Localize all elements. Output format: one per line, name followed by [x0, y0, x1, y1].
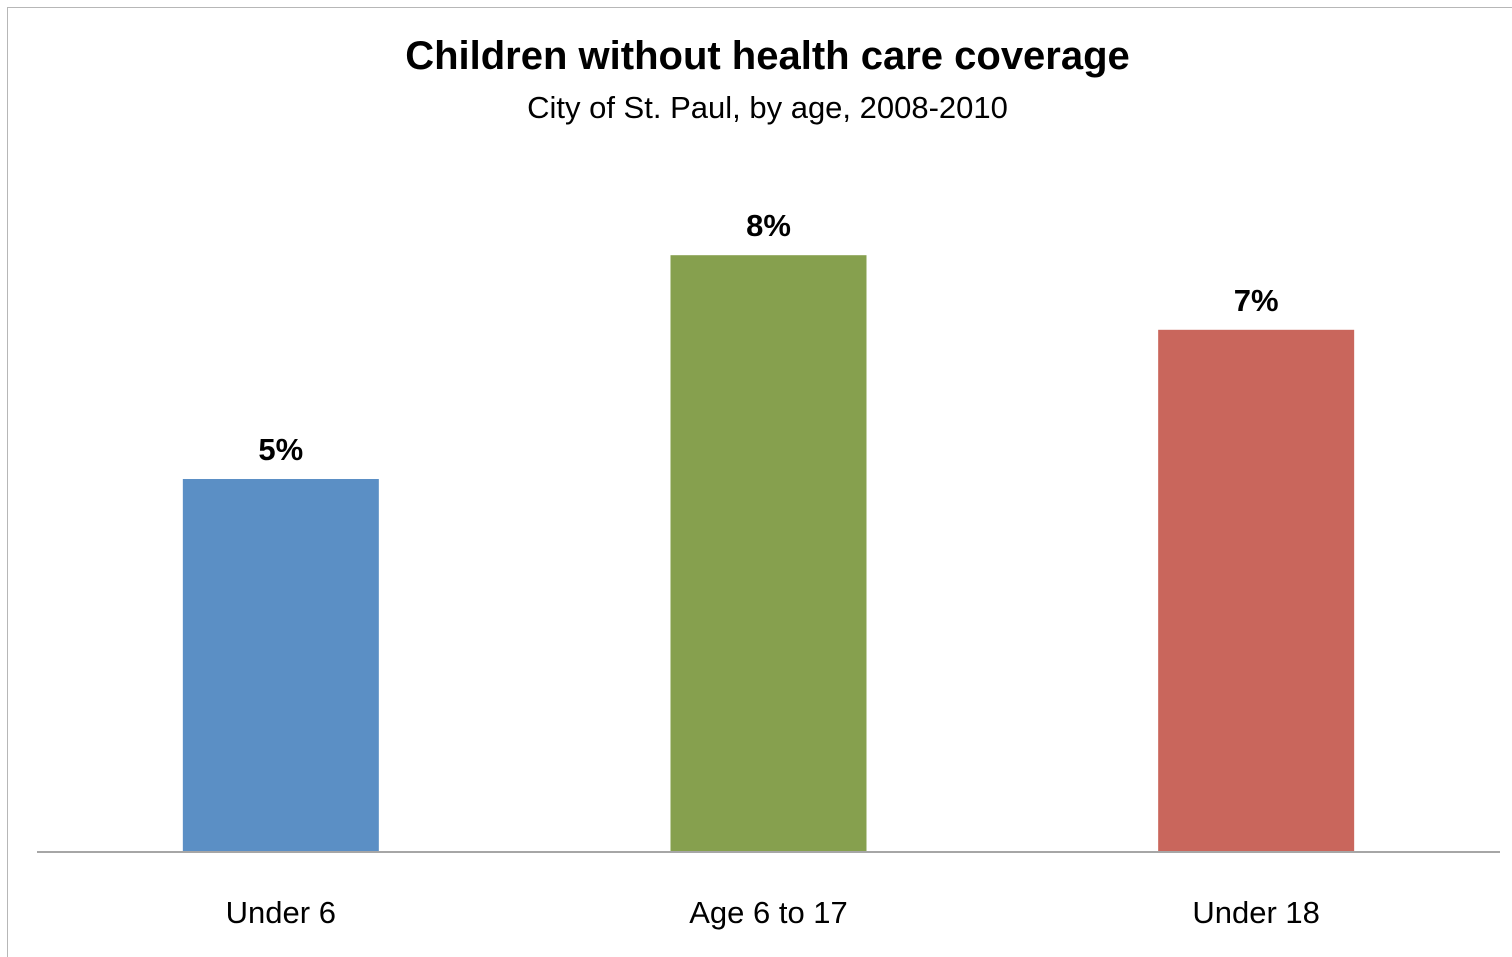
bars-layer — [182, 255, 1355, 852]
x-tick-label: Under 6 — [226, 895, 336, 930]
data-label: 5% — [258, 432, 303, 467]
chart-title: Children without health care coverage — [405, 34, 1130, 78]
labels-layer: 5% Under 6 8% Age 6 to 17 7% Under 18 — [226, 208, 1320, 930]
x-tick-label: Age 6 to 17 — [689, 895, 848, 930]
bar-age-6-to-17 — [670, 255, 867, 852]
data-label: 8% — [746, 208, 791, 243]
bar-under-18 — [1158, 329, 1355, 852]
x-tick-label: Under 18 — [1192, 895, 1320, 930]
chart-subtitle: City of St. Paul, by age, 2008-2010 — [527, 90, 1008, 125]
data-label: 7% — [1234, 283, 1279, 318]
bar-under-6 — [182, 479, 379, 852]
